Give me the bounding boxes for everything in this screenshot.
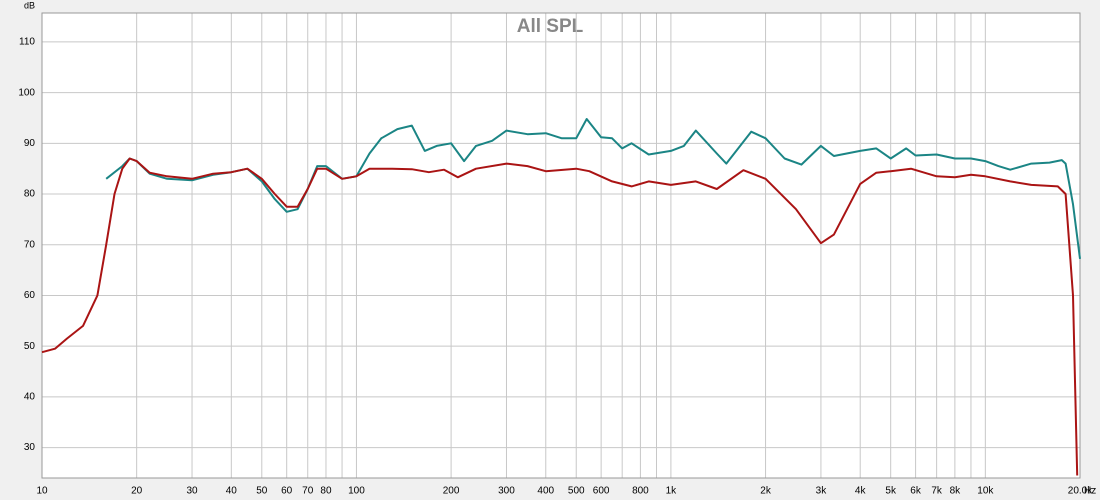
y-tick-label: 100 — [18, 87, 35, 98]
x-tick-label: 50 — [256, 486, 268, 497]
y-tick-label: 110 — [19, 37, 35, 48]
y-tick-label: 30 — [24, 442, 36, 453]
x-tick-label: 30 — [186, 486, 198, 497]
y-axis-label: dB — [24, 0, 35, 10]
x-tick-label: 40 — [226, 486, 238, 497]
x-tick-label: 200 — [443, 486, 460, 497]
x-tick-label: 80 — [320, 486, 332, 497]
y-tick-label: 90 — [24, 138, 36, 149]
x-tick-label: 100 — [348, 486, 365, 497]
y-tick-label: 60 — [24, 290, 36, 301]
series-line — [41, 157, 1079, 476]
x-tick-label: 60 — [281, 486, 293, 497]
x-tick-label: 3k — [816, 486, 828, 497]
x-tick-label: 8k — [950, 486, 962, 497]
x-tick-label: 400 — [537, 486, 554, 497]
x-axis-label: Hz — [1084, 486, 1096, 497]
y-tick-label: 40 — [24, 392, 36, 403]
plot-border — [41, 12, 1081, 479]
x-tick-label: 2k — [760, 486, 772, 497]
y-tick-label: 80 — [24, 189, 36, 200]
series-line — [105, 118, 1081, 260]
x-tick-label: 800 — [632, 486, 649, 497]
x-tick-label: 20 — [131, 486, 143, 497]
x-tick-label: 6k — [910, 486, 922, 497]
x-tick-label: 7k — [931, 486, 943, 497]
x-tick-label: 600 — [593, 486, 610, 497]
x-tick-label: 1k — [666, 486, 678, 497]
x-tick-label: 20.0k — [1068, 486, 1093, 497]
y-tick-label: 70 — [24, 239, 36, 250]
plot-area — [41, 12, 1081, 479]
y-tick-label: 50 — [24, 341, 36, 352]
x-tick-label: 5k — [885, 486, 897, 497]
chart-title: All SPL — [517, 16, 584, 37]
x-tick-label: 10 — [36, 486, 48, 497]
x-tick-label: 500 — [568, 486, 585, 497]
x-tick-label: 70 — [302, 486, 314, 497]
x-tick-label: 10k — [977, 486, 994, 497]
x-tick-label: 4k — [855, 486, 867, 497]
x-tick-label: 300 — [498, 486, 515, 497]
